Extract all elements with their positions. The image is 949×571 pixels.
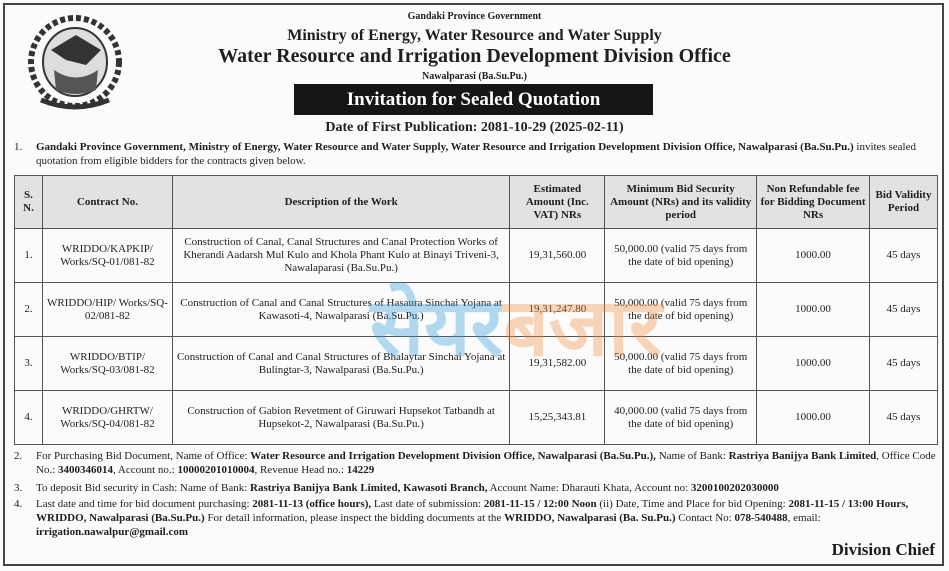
paragraph-3: 3. To deposit Bid security in Cash: Name… [14,481,939,495]
table-row: 3. WRIDDO/BTIP/ Works/SQ-03/081-82 Constru… [14,336,938,391]
paragraph-bold: 2081-11-13 (office hours), [252,498,372,510]
table-cell: 1000.00 [756,390,870,445]
publication-date: Date of First Publication: 2081-10-29 (2… [325,120,624,135]
table-cell: 40,000.00 (valid 75 days from the date o… [604,390,758,445]
table-cell: WRIDDO/HIP/ Works/SQ-02/081-82 [41,282,173,337]
paragraph-text: Account Name: Dharauti Khata, Account no… [487,482,691,494]
paragraph-text: For detail information, please inspect t… [204,512,505,524]
paragraph-bold: WRIDDO, Nawalparasi (Ba. Su.Pu.) [504,512,676,524]
contracts-table: S. N. Contract No. Description of the Work… [14,175,938,445]
paragraph-1: 1. Gandaki Province Government, Ministry… [14,140,939,168]
table-cell: 3. [14,336,43,391]
table-cell: 1000.00 [756,336,870,391]
paragraph-bold: 3400346014 [58,464,113,476]
paragraph-text: (ii) Date, Time and Place for bid Openin… [596,498,789,510]
table-cell: 1000.00 [756,282,870,337]
government-name: Gandaki Province Government [407,11,542,22]
table-cell: 50,000.00 (valid 75 days from the date o… [604,228,758,283]
paragraph-text: Last date and time for bid document purc… [36,498,253,510]
paragraph-text: , Account no.: [113,464,178,476]
paragraph-text: Contact No: [675,512,735,524]
nepal-emblem-logo [28,15,122,110]
table-row: 2. WRIDDO/HIP/ Works/SQ-02/081-82 Construc… [14,282,938,337]
table-cell: 45 days [869,336,938,391]
paragraph-text: , Office Code No.: [36,450,936,476]
paragraph-bold: 2081-11-15 / 12:00 Noon [483,498,597,510]
table-cell: 50,000.00 (valid 75 days from the date o… [604,336,758,391]
table-cell: 2. [14,282,43,337]
paragraph-bold: Rastriya Banijya Bank Limited [728,450,877,462]
paragraph-number: 2. [14,450,23,462]
paragraph-text: , email: [787,512,821,524]
paragraph-bold: Rastriya Banijya Bank Limited, Kawasoti … [250,482,488,494]
ministry-name: Ministry of Energy, Water Resource and W… [287,27,662,44]
paragraph-text: invites sealed quotation from eligible b… [36,141,916,167]
paragraph-4: 4. Last date and time for bid document p… [14,497,939,539]
office-location: Nawalparasi (Ba.Su.Pu.) [421,71,527,82]
paragraph-2: 2. For Purchasing Bid Document, Name of … [14,449,939,477]
paragraph-bold: Water Resource and Irrigation Developmen… [250,450,656,462]
paragraph-bold[interactable]: irrigation.nawalpur@gmail.com [36,526,189,538]
table-cell: Construction of Canal and Canal Structur… [171,336,511,391]
table-cell: 19,31,560.00 [509,228,606,283]
notice-title-banner: Invitation for Sealed Quotation [294,84,653,115]
paragraph-bold: 3200100202030000 [690,482,779,494]
table-row: 4. WRIDDO/GHRTW/ Works/SQ-04/081-82 Constr… [14,390,938,445]
office-name: Water Resource and Irrigation Developmen… [218,45,731,67]
paragraph-text: , Revenue Head no.: [254,464,347,476]
paragraph-text: Last date of submission: [371,498,484,510]
paragraph-number: 1. [14,141,23,153]
table-cell: 4. [14,390,43,445]
table-cell: Construction of Canal and Canal Structur… [171,282,511,337]
table-cell: 50,000.00 (valid 75 days from the date o… [604,282,758,337]
paragraph-text: To deposit Bid security in Cash: Name of… [36,482,251,494]
paragraph-bold: 14229 [346,464,375,476]
paragraph-bold: 078-540488 [734,512,788,524]
paragraph-bold: 2081-11-15 / 13:00 Hours, WRIDDO, Nawalp… [36,498,909,524]
table-cell: 15,25,343.81 [509,390,606,445]
table-cell: 45 days [869,228,938,283]
column-header: Non Refundable fee for Bidding Document … [756,175,870,229]
table-cell: 45 days [869,282,938,337]
column-header: S. N. [14,175,43,229]
table-row: 1. WRIDDO/KAPKIP/ Works/SQ-01/081-82 Const… [14,228,938,283]
table-header-row: S. N. Contract No. Description of the Work… [14,175,938,229]
paragraph-bold: 10000201010004 [177,464,255,476]
table-cell: 19,31,247.80 [509,282,606,337]
table-cell: Construction of Gabion Revetment of Giru… [171,390,511,445]
table-cell: WRIDDO/GHRTW/ Works/SQ-04/081-82 [41,390,173,445]
table-cell: WRIDDO/BTIP/ Works/SQ-03/081-82 [41,336,173,391]
table-cell: 1. [14,228,43,283]
paragraph-bold: Gandaki Province Government, Ministry of… [36,141,854,153]
notice-border [3,3,944,566]
paragraph-text: For Purchasing Bid Document, Name of Off… [36,450,251,462]
column-header: Estimated Amount (Inc. VAT) NRs [509,175,606,229]
paragraph-number: 3. [14,482,23,494]
column-header: Minimum Bid Security Amount (NRs) and it… [604,175,758,229]
paragraph-text: Name of Bank: [655,450,729,462]
table-cell: WRIDDO/KAPKIP/ Works/SQ-01/081-82 [41,228,173,283]
column-header: Bid Validity Period [869,175,938,229]
paragraph-number: 4. [14,498,23,510]
column-header: Contract No. [41,175,173,229]
signature-division-chief: Division Chief [831,540,935,559]
table-cell: 1000.00 [756,228,870,283]
column-header: Description of the Work [171,175,511,229]
table-cell: Construction of Canal, Canal Structures … [171,228,511,283]
table-cell: 45 days [869,390,938,445]
table-cell: 19,31,582.00 [509,336,606,391]
